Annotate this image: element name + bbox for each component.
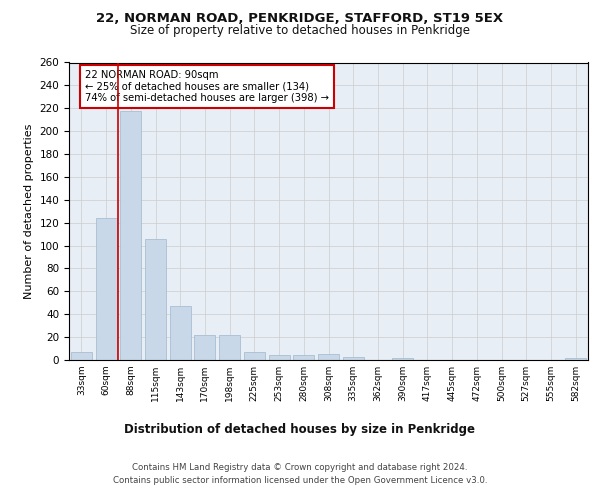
Bar xyxy=(95,218,116,360)
Text: 22 NORMAN ROAD: 90sqm
← 25% of detached houses are smaller (134)
74% of semi-det: 22 NORMAN ROAD: 90sqm ← 25% of detached … xyxy=(85,70,329,103)
Text: Contains public sector information licensed under the Open Government Licence v3: Contains public sector information licen… xyxy=(113,476,487,485)
Text: Distribution of detached houses by size in Penkridge: Distribution of detached houses by size … xyxy=(125,422,476,436)
Bar xyxy=(145,238,166,360)
Bar xyxy=(244,352,265,360)
Bar xyxy=(120,110,141,360)
Y-axis label: Number of detached properties: Number of detached properties xyxy=(24,124,34,299)
Bar xyxy=(219,335,240,360)
Text: Size of property relative to detached houses in Penkridge: Size of property relative to detached ho… xyxy=(130,24,470,37)
Bar xyxy=(343,356,364,360)
Bar xyxy=(194,335,215,360)
Bar xyxy=(392,358,413,360)
Bar xyxy=(170,306,191,360)
Bar xyxy=(565,358,586,360)
Bar xyxy=(318,354,339,360)
Text: 22, NORMAN ROAD, PENKRIDGE, STAFFORD, ST19 5EX: 22, NORMAN ROAD, PENKRIDGE, STAFFORD, ST… xyxy=(97,12,503,26)
Bar xyxy=(71,352,92,360)
Bar xyxy=(293,356,314,360)
Bar xyxy=(269,356,290,360)
Text: Contains HM Land Registry data © Crown copyright and database right 2024.: Contains HM Land Registry data © Crown c… xyxy=(132,462,468,471)
